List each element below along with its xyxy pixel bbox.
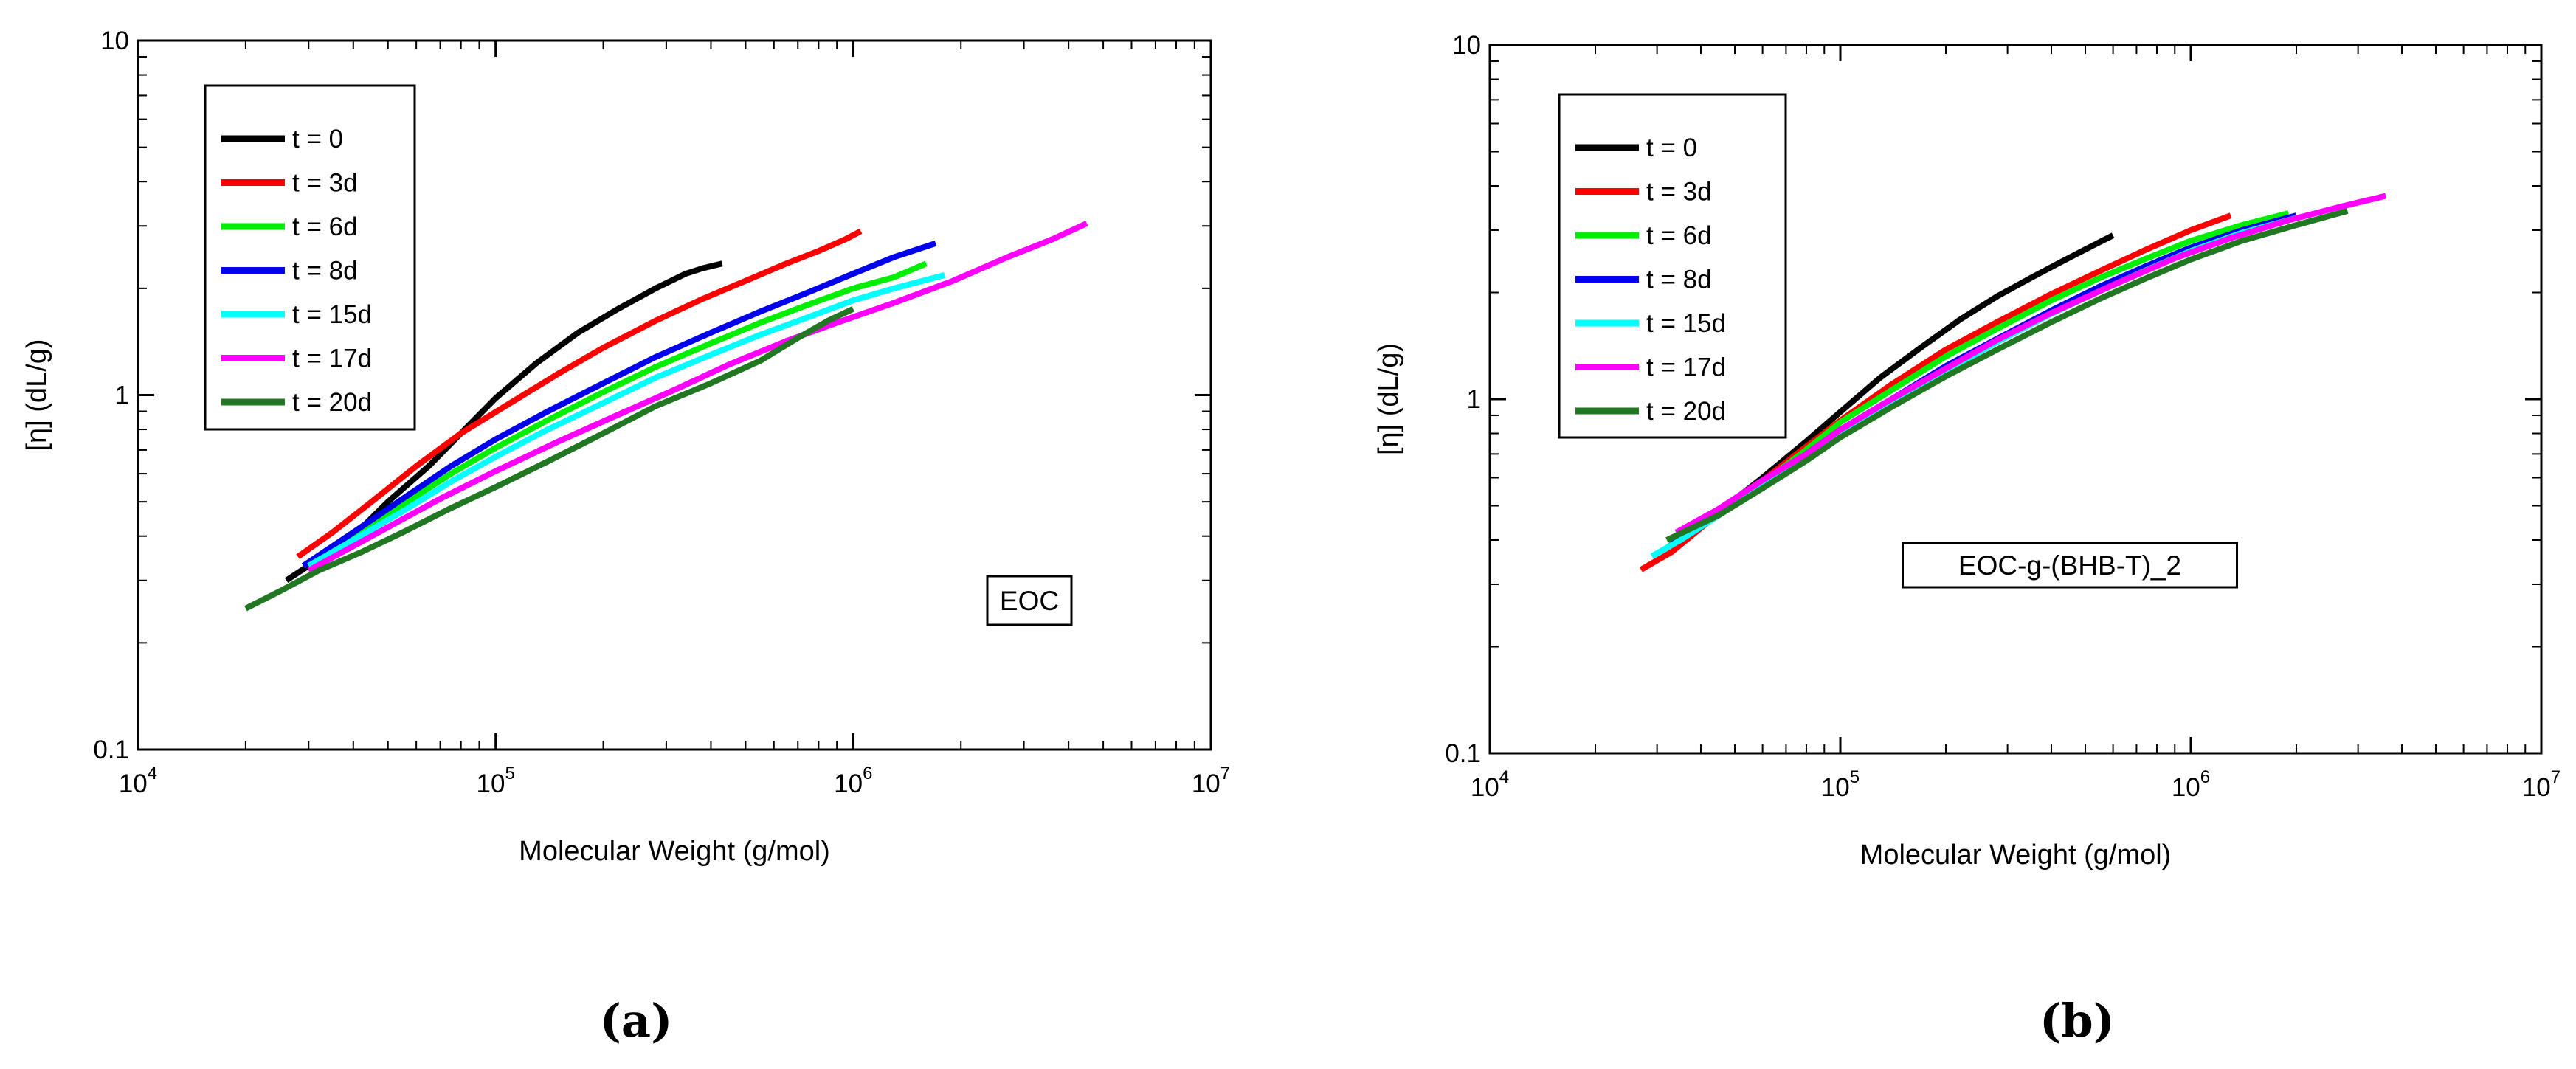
x-tick-label: 104 bbox=[1471, 767, 1509, 802]
y-tick-label: 1 bbox=[115, 381, 129, 410]
series-line-t-17d bbox=[1674, 193, 2387, 536]
x-tick-label: 105 bbox=[477, 764, 515, 798]
y-tick-label: 10 bbox=[1452, 31, 1481, 60]
panel-label: (a) bbox=[600, 994, 673, 1048]
x-tick-label: 107 bbox=[1192, 764, 1230, 798]
x-tick-label: 104 bbox=[119, 764, 157, 798]
y-axis-label: [η] (dL/g) bbox=[21, 339, 52, 451]
legend-box bbox=[1558, 93, 1787, 439]
annotation-box bbox=[1902, 542, 2238, 589]
panel-label: (b) bbox=[2040, 994, 2115, 1048]
y-tick-label: 1 bbox=[1467, 385, 1481, 414]
legend-box bbox=[204, 84, 416, 431]
series-line-t-6d bbox=[302, 260, 928, 569]
legend: t = 0 t = 3d t = 6d t = 8d t = 15d t = 17d t =… bbox=[204, 84, 416, 431]
x-tick-label: 106 bbox=[2172, 767, 2210, 802]
y-tick-label: 0.1 bbox=[1445, 739, 1481, 768]
y-tick-label: 10 bbox=[100, 27, 129, 55]
legend: t = 0 t = 3d t = 6d t = 8d t = 15d t = 17d t =… bbox=[1558, 93, 1787, 439]
annotation-label: EOC-g-(BHB-T)_2 bbox=[1958, 550, 2181, 581]
annotation-box bbox=[986, 575, 1073, 626]
x-axis-label: Molecular Weight (g/mol) bbox=[519, 836, 830, 867]
legend-label: t = 17d bbox=[292, 345, 372, 373]
legend-label: t = 20d bbox=[292, 388, 372, 417]
legend-label: t = 0 bbox=[292, 125, 343, 153]
series-line-t-15d bbox=[307, 272, 946, 569]
series-line-t-20d bbox=[244, 306, 855, 612]
legend-label: t = 6d bbox=[1646, 221, 1712, 250]
y-tick-label: 0.1 bbox=[93, 736, 129, 764]
legend-label: t = 8d bbox=[1646, 266, 1712, 294]
annotation-label: EOC bbox=[1000, 586, 1059, 616]
legend-label: t = 0 bbox=[1646, 134, 1697, 162]
legend-label: t = 3d bbox=[1646, 178, 1712, 207]
legend-label: t = 17d bbox=[1646, 353, 1726, 382]
legend-label: t = 8d bbox=[292, 257, 358, 286]
x-axis-label: Molecular Weight (g/mol) bbox=[1860, 840, 2172, 871]
y-axis-label: [η] (dL/g) bbox=[1373, 343, 1404, 455]
x-tick-label: 107 bbox=[2522, 767, 2561, 802]
series-line-t-8d bbox=[301, 241, 937, 569]
legend-label: t = 15d bbox=[1646, 309, 1726, 338]
legend-label: t = 3d bbox=[292, 169, 358, 198]
x-tick-label: 105 bbox=[1821, 767, 1860, 802]
legend-label: t = 15d bbox=[292, 300, 372, 329]
legend-label: t = 6d bbox=[292, 212, 358, 241]
panel-b: 104 105 106 107 0.1 1 10 Molecular Weight (g/mo… bbox=[1373, 31, 2561, 1048]
x-tick-label: 106 bbox=[834, 764, 872, 798]
series-line-t-20d bbox=[1665, 208, 2349, 543]
series-line-t-3d bbox=[296, 228, 863, 559]
series-line-t-17d bbox=[307, 221, 1088, 573]
legend-label: t = 20d bbox=[1646, 397, 1726, 426]
panel-a: 104 105 106 107 0.1 1 10 Molecular Weight (g/mo… bbox=[21, 27, 1230, 1048]
